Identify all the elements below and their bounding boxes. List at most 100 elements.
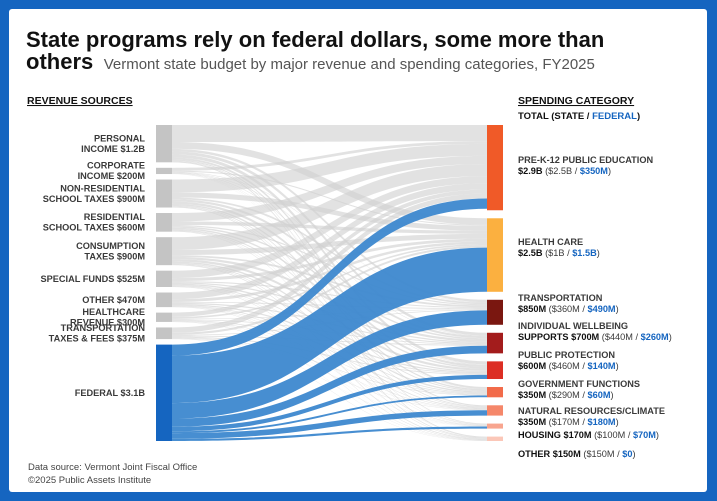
federal-flow-to-government-functions [172, 395, 487, 434]
state-flow-non-residential-school-taxes-to-pre-k-12-public-education [172, 143, 487, 193]
state-flow-consumption-taxes-to-other [172, 264, 487, 440]
spending-category-header: SPENDING CATEGORY [518, 95, 634, 107]
svg-text:PUBLIC PROTECTION: PUBLIC PROTECTION [518, 350, 615, 360]
target-node-public-protection [487, 361, 503, 380]
target-label-public-protection: PUBLIC PROTECTION$600M ($460M / $140M) [518, 350, 619, 371]
source-label-other: OTHER $470M [82, 295, 145, 305]
target-label-natural-resources-climate: NATURAL RESOURCES/CLIMATE$350M ($170M / … [518, 406, 665, 427]
svg-text:$600M ($460M / $140M): $600M ($460M / $140M) [518, 361, 619, 371]
state-flow-healthcare-revenue-to-pre-k-12-public-education [172, 189, 487, 317]
state-flow-consumption-taxes-to-pre-k-12-public-education [172, 163, 487, 250]
target-node-pre-k-12-public-education [487, 125, 503, 211]
state-flow-non-residential-school-taxes-to-transportation [172, 197, 487, 305]
target-label-housing: HOUSING $170M ($100M / $70M) [518, 430, 659, 440]
source-labels: PERSONAL INCOME $1.2B CORPORATE INCOME $200… [41, 133, 146, 397]
state-flow-residential-school-taxes-to-public-protection [172, 227, 487, 369]
source-label-corporate-income: CORPORATE INCOME $200M [78, 161, 146, 182]
state-flow-transportation-taxes-fees-to-natural-resources-climate [172, 338, 487, 411]
federal-flow-to-public-protection [172, 374, 487, 432]
state-flow-special-funds-to-natural-resources-climate [172, 285, 487, 410]
svg-text:HOUSING $170M ($100M / $70M): HOUSING $170M ($100M / $70M) [518, 430, 659, 440]
chart-subtitle: Vermont state budget by major revenue an… [104, 56, 595, 73]
state-flow-residential-school-taxes-to-pre-k-12-public-education [172, 155, 487, 222]
target-label-government-functions: GOVERNMENT FUNCTIONS$350M ($290M / $60M) [518, 379, 640, 400]
svg-text:HEALTH CARE: HEALTH CARE [518, 237, 583, 247]
source-node-consumption-taxes [156, 237, 172, 266]
svg-text:$350M ($290M / $60M): $350M ($290M / $60M) [518, 390, 614, 400]
target-node-transportation [487, 299, 503, 325]
svg-text:$350M ($170M / $180M): $350M ($170M / $180M) [518, 417, 619, 427]
source-label-federal: FEDERAL $3.1B [75, 388, 146, 398]
state-flow-consumption-taxes-to-health-care [172, 233, 487, 256]
svg-text:$2.5B ($1B / $1.5B): $2.5B ($1B / $1.5B) [518, 248, 600, 258]
target-node-natural-resources-climate [487, 405, 503, 416]
target-labels: PRE-K-12 PUBLIC EDUCATION$2.9B ($2.5B / … [518, 155, 672, 459]
target-node-housing [487, 423, 503, 429]
state-flow-transportation-taxes-fees-to-public-protection [172, 336, 487, 375]
svg-text:PRE-K-12 PUBLIC EDUCATION: PRE-K-12 PUBLIC EDUCATION [518, 155, 653, 165]
state-flow-non-residential-school-taxes-to-public-protection [172, 201, 487, 368]
source-label-healthcare-revenue: HEALTHCARE REVENUE $300M [70, 307, 145, 328]
source-label-special-funds: SPECIAL FUNDS $525M [41, 274, 146, 284]
svg-text:SUPPORTS $700M ($440M / $260M): SUPPORTS $700M ($440M / $260M) [518, 332, 672, 342]
target-label-health-care: HEALTH CARE$2.5B ($1B / $1.5B) [518, 237, 600, 258]
source-nodes [156, 125, 172, 441]
chart-card: State programs rely on federal dollars, … [9, 9, 707, 492]
source-node-special-funds [156, 270, 172, 287]
state-flow-non-residential-school-taxes-to-individual-wellbeing-supports [172, 199, 487, 339]
state-flow-corporate-income-to-transportation [172, 171, 487, 303]
source-node-healthcare-revenue [156, 312, 172, 322]
source-node-federal [156, 344, 172, 441]
target-nodes [487, 125, 503, 441]
source-node-non-residential-school-taxes [156, 179, 172, 208]
source-node-other [156, 292, 172, 308]
source-node-personal-income [156, 125, 172, 163]
source-label-non-residential-school-taxes: NON-RESIDENTIAL SCHOOL TAXES $900M [43, 183, 146, 204]
revenue-sources-header: REVENUE SOURCES [27, 95, 133, 107]
state-flow-other-to-pre-k-12-public-education [172, 183, 487, 300]
state-flow-non-residential-school-taxes-to-government-functions [172, 203, 487, 391]
state-flow-healthcare-revenue-to-other [172, 321, 487, 441]
data-source-note: Data source: Vermont Joint Fiscal Office [28, 462, 197, 473]
svg-text:$2.9B ($2.5B / $350M): $2.9B ($2.5B / $350M) [518, 166, 611, 176]
svg-text:$850M ($360M / $490M): $850M ($360M / $490M) [518, 304, 619, 314]
target-node-government-functions [487, 387, 503, 398]
state-flow-consumption-taxes-to-individual-wellbeing-supports [172, 256, 487, 342]
source-node-corporate-income [156, 167, 172, 175]
state-flow-other-to-other [172, 306, 487, 441]
copyright-note: ©2025 Public Assets Institute [28, 475, 151, 486]
source-node-transportation-taxes-fees [156, 327, 172, 340]
svg-text:GOVERNMENT FUNCTIONS: GOVERNMENT FUNCTIONS [518, 379, 640, 389]
svg-text:NATURAL RESOURCES/CLIMATE: NATURAL RESOURCES/CLIMATE [518, 406, 665, 416]
source-node-residential-school-taxes [156, 213, 172, 232]
state-flow-personal-income-to-pre-k-12-public-education [172, 125, 487, 143]
state-flow-special-funds-to-pre-k-12-public-education [172, 176, 487, 279]
federal-flow-to-natural-resources-climate [172, 410, 487, 439]
federal-flow-to-individual-wellbeing-supports [172, 345, 487, 427]
state-flow-transportation-taxes-fees-to-health-care [172, 245, 487, 335]
total-state-federal-label: TOTAL (STATE / FEDERAL) [518, 111, 640, 122]
state-flow-special-funds-to-transportation [172, 281, 487, 309]
source-label-residential-school-taxes: RESIDENTIAL SCHOOL TAXES $600M [43, 212, 146, 233]
svg-text:INDIVIDUAL WELLBEING: INDIVIDUAL WELLBEING [518, 321, 628, 331]
target-label-pre-k-12-public-education: PRE-K-12 PUBLIC EDUCATION$2.9B ($2.5B / … [518, 155, 653, 176]
target-node-other [487, 436, 503, 441]
target-node-individual-wellbeing-supports [487, 332, 503, 354]
state-flow-special-funds-to-health-care [172, 238, 487, 282]
state-flow-healthcare-revenue-to-housing [172, 321, 487, 427]
state-flow-corporate-income-to-health-care [172, 170, 487, 226]
state-flow-corporate-income-to-pre-k-12-public-education [172, 141, 487, 171]
source-label-transportation-taxes-fees: TRANSPORTATION TAXES & FEES $375M [49, 323, 146, 344]
sankey-chart: State programs rely on federal dollars, … [26, 27, 672, 486]
chart-title: State programs rely on federal dollars, … [26, 27, 604, 52]
federal-flow-to-pre-k-12-public-education [172, 198, 487, 356]
state-flow-other-to-government-functions [172, 305, 487, 395]
target-label-other: OTHER $150M ($150M / $0) [518, 449, 636, 459]
source-label-consumption-taxes: CONSUMPTION TAXES $900M [76, 241, 145, 262]
state-flow-personal-income-to-housing [172, 160, 487, 425]
target-label-transportation: TRANSPORTATION$850M ($360M / $490M) [518, 293, 619, 314]
state-flow-personal-income-to-health-care [172, 142, 487, 225]
target-node-health-care [487, 218, 503, 292]
federal-flow-to-transportation [172, 310, 487, 419]
